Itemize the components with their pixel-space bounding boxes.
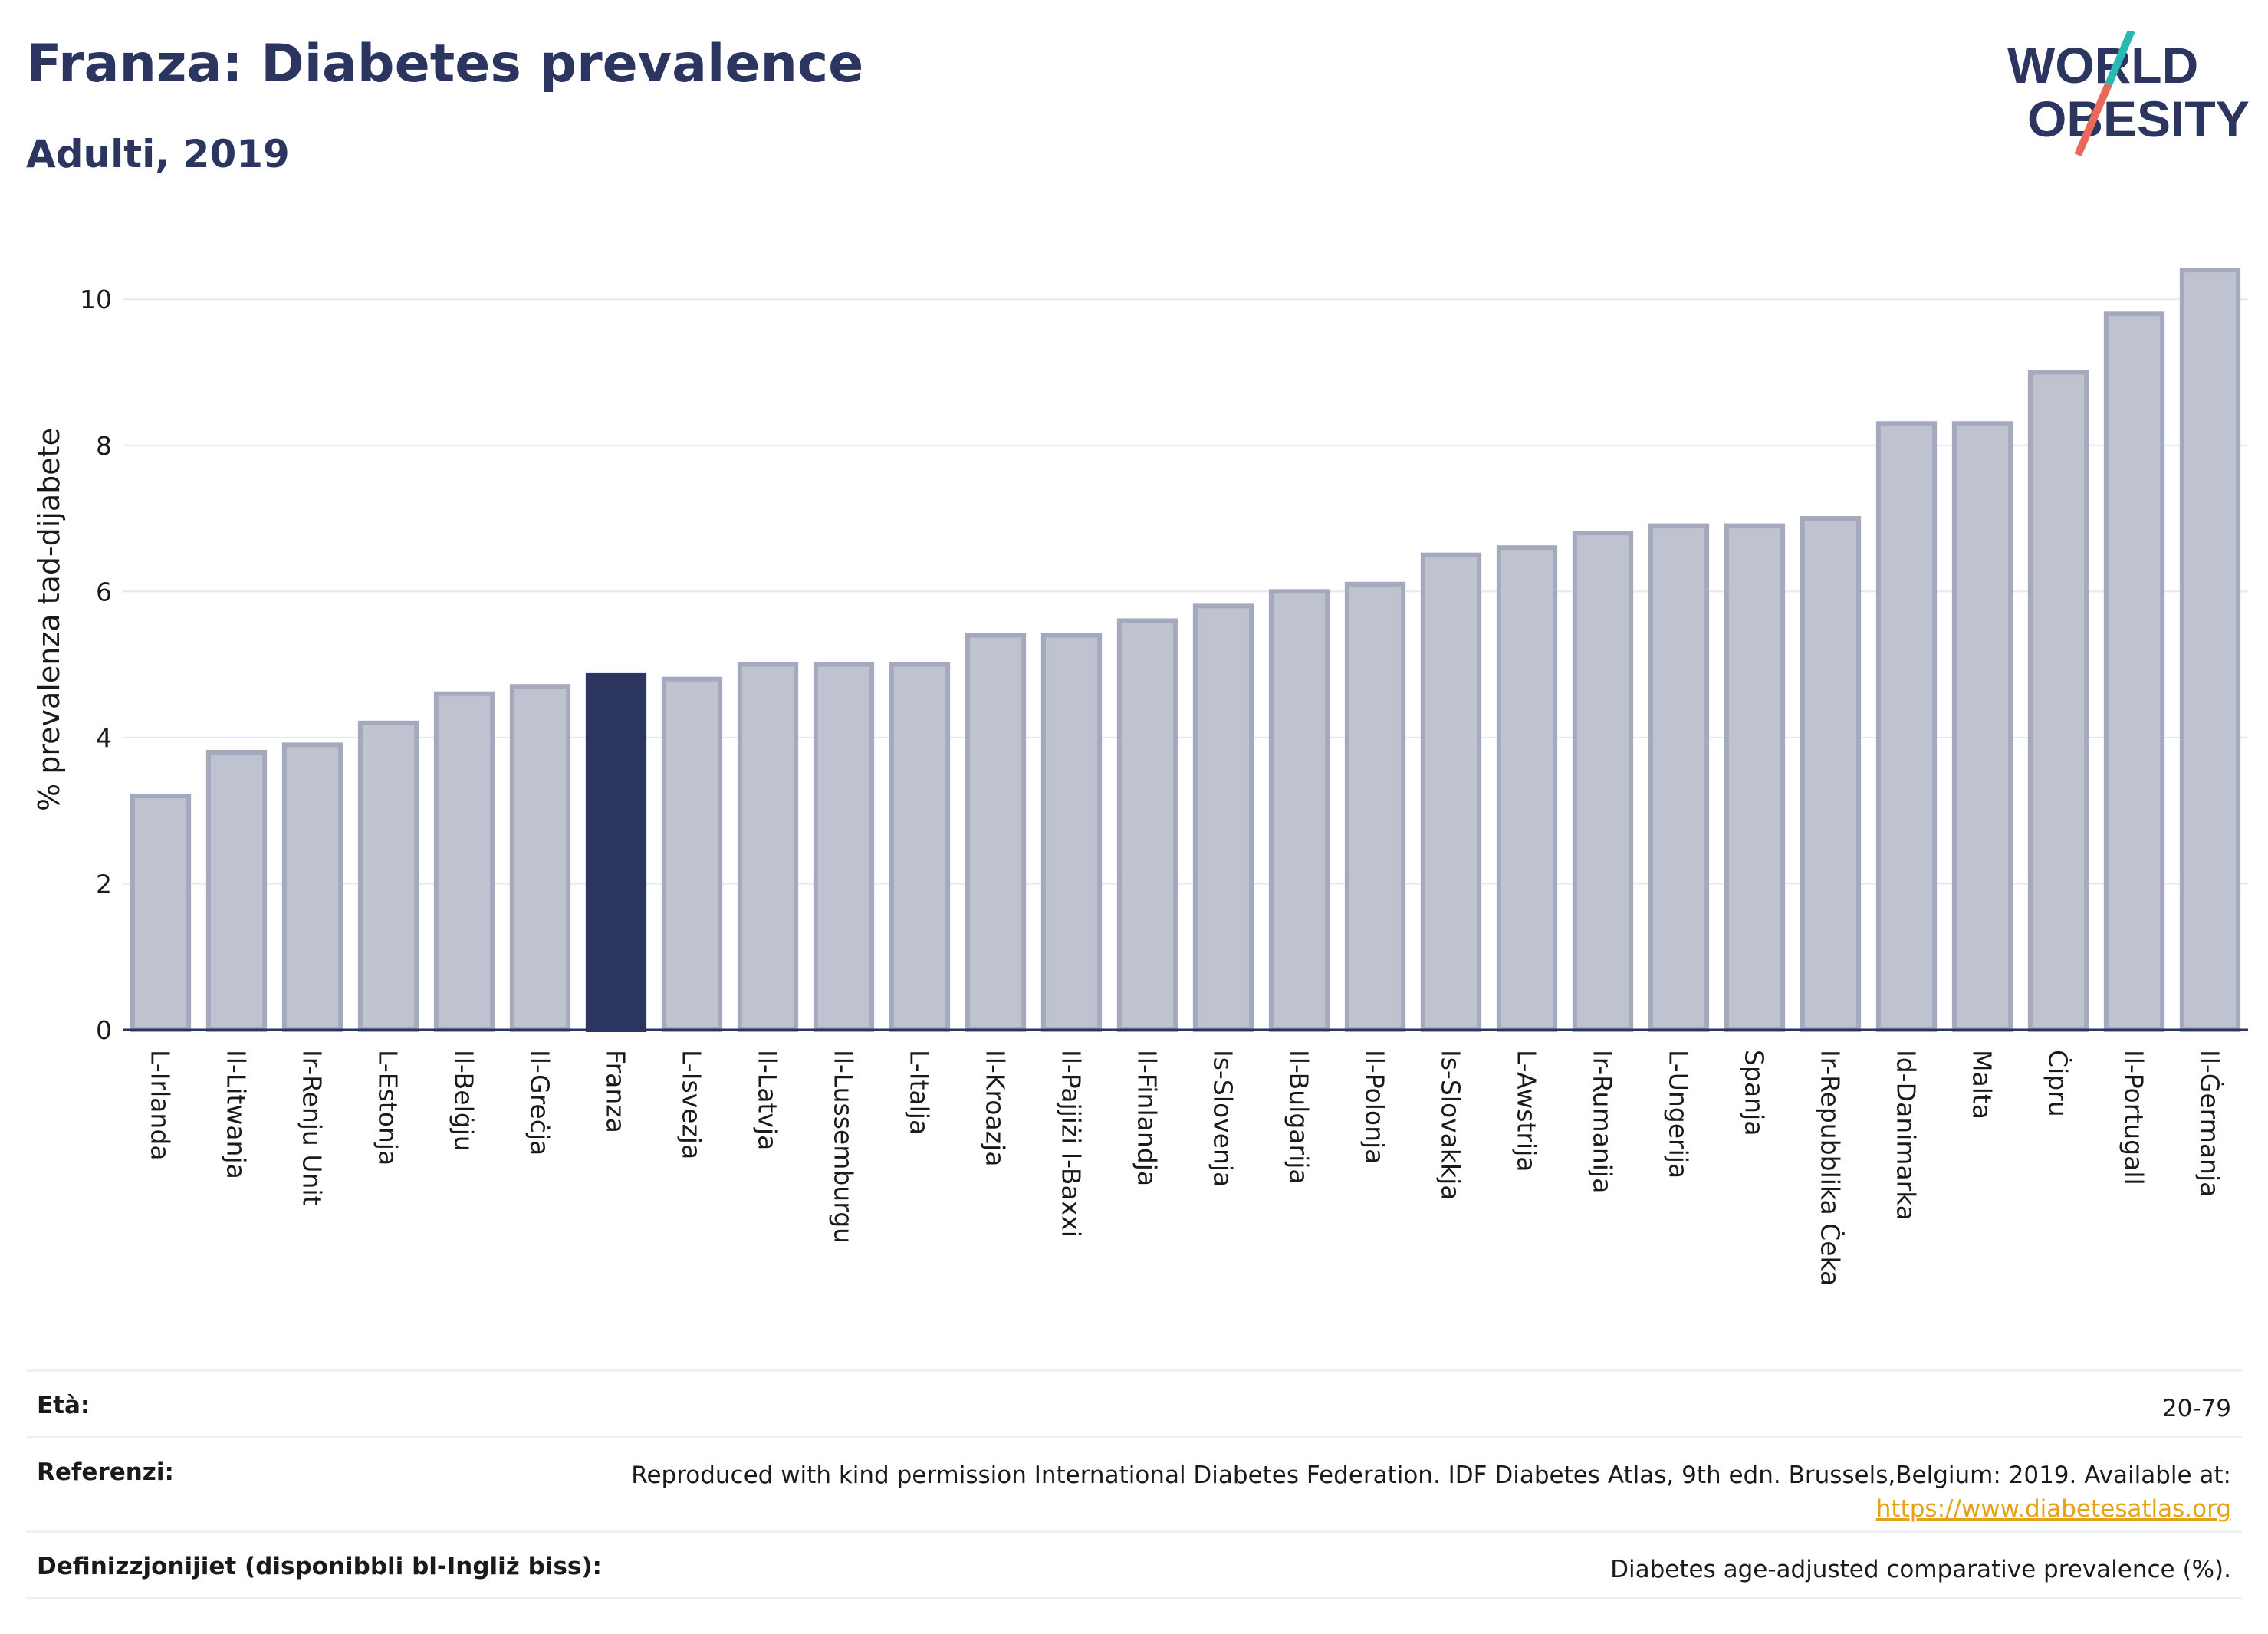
x-tick-label: L-Ungerija [1664, 1050, 1694, 1179]
x-tick-label: Franza [601, 1050, 631, 1133]
bar [1420, 552, 1482, 1032]
bar [1648, 523, 1710, 1032]
x-tick-label: Il-Portugall [2119, 1050, 2149, 1185]
bar [1800, 516, 1862, 1032]
y-tick-label: 0 [96, 1015, 112, 1045]
bar [205, 749, 268, 1032]
bar [1724, 523, 1786, 1032]
bar [737, 662, 799, 1032]
x-tick-label: Ċipru [2043, 1050, 2074, 1117]
x-tick-label: L-Isvezja [677, 1050, 707, 1159]
bar [889, 662, 951, 1032]
x-tick-label: Ir-Renju Unit [297, 1050, 327, 1206]
x-tick-label: Is-Slovenja [1208, 1050, 1238, 1187]
bar [1192, 603, 1254, 1032]
bar [2179, 268, 2241, 1033]
meta-row-definitions: Definizzjonijiet (disponibbli bl-Ingliż … [26, 1533, 2242, 1599]
x-tick-label: Il-Kroazja [981, 1050, 1011, 1166]
logo-text-world: WORLD [2007, 37, 2198, 94]
x-tick-label: Il-Lussemburgu [829, 1050, 859, 1244]
x-tick-label: Il-Ġermanja [2195, 1050, 2226, 1197]
x-tick-label: L-Irlanda [146, 1050, 176, 1161]
bar [509, 684, 571, 1032]
bar [433, 691, 495, 1032]
age-label: Età: [37, 1392, 90, 1419]
references-text: Reproduced with kind permission Internat… [631, 1461, 2231, 1489]
x-tick-label: Il-Pajjiżi l-Baxxi [1057, 1050, 1086, 1238]
x-tick-label: L-Awstrija [1512, 1050, 1542, 1172]
references-link[interactable]: https://www.diabetesatlas.org [1875, 1495, 2231, 1523]
y-tick-label: 2 [96, 869, 112, 899]
x-tick-label: Ir-Repubblika Ċeka [1816, 1050, 1846, 1286]
bar-highlighted [585, 672, 647, 1032]
references-label: Referenzi: [37, 1458, 174, 1486]
x-tick-label: Ir-Rumanija [1588, 1050, 1618, 1193]
logo-stroke-coral [2074, 83, 2112, 156]
bar [1875, 421, 1938, 1032]
x-tick-label: Id-Danimarka [1892, 1050, 1921, 1221]
bar [2103, 311, 2165, 1032]
x-tick-label: Il-Latvja [753, 1050, 783, 1150]
x-tick-label: Is-Slovakkja [1436, 1050, 1466, 1201]
x-tick-label: Il-Belġju [449, 1050, 479, 1152]
definitions-value: Diabetes age-adjusted comparative preval… [1610, 1556, 2231, 1583]
page-subtitle: Adulti, 2019 [26, 132, 290, 176]
world-obesity-logo: WORLD OBESITY [2007, 31, 2250, 156]
y-axis-ticks: 0 2 4 6 8 10 [80, 284, 112, 1045]
definitions-label: Definizzjonijiet (disponibbli bl-Ingliż … [37, 1553, 602, 1580]
y-tick-label: 6 [96, 577, 112, 607]
bar [1116, 618, 1178, 1032]
age-value: 20-79 [2161, 1395, 2231, 1422]
bar [1040, 633, 1103, 1032]
x-tick-label: Spanja [1740, 1050, 1770, 1136]
meta-row-references: Referenzi: Reproduced with kind permissi… [26, 1438, 2242, 1533]
bar [2027, 370, 2089, 1032]
x-tick-label: L-Italja [905, 1050, 935, 1135]
bar [1572, 531, 1634, 1032]
bar-chart: 0 2 4 6 8 10 L-Irlanda Il-Litwanja Ir-Renju Uni… [32, 268, 2248, 1286]
x-tick-label: Il-Finlandja [1132, 1050, 1162, 1186]
page-title: Franza: Diabetes prevalence [26, 34, 864, 94]
bar [281, 742, 343, 1033]
y-axis-title: % prevalenza tad-dijabete [32, 428, 66, 811]
bar [1268, 589, 1330, 1032]
x-tick-label: Il-Greċja [525, 1050, 555, 1156]
bar [130, 794, 192, 1032]
bar [965, 633, 1027, 1032]
bar [357, 720, 419, 1032]
x-tick-label: L-Estonja [373, 1050, 403, 1165]
x-tick-label: Il-Polonja [1360, 1050, 1390, 1164]
y-tick-label: 4 [96, 723, 112, 753]
bar [661, 676, 723, 1033]
references-value: Reproduced with kind permission Internat… [631, 1458, 2231, 1526]
bar [813, 662, 875, 1032]
logo-stroke-teal [2105, 31, 2135, 86]
metadata-table: Età: 20-79 Referenzi: Reproduced with ki… [26, 1369, 2242, 1602]
meta-row-age: Età: 20-79 [26, 1372, 2242, 1438]
bar [1344, 581, 1406, 1032]
x-axis-ticks: L-Irlanda Il-Litwanja Ir-Renju Unit L-Eston… [146, 1050, 2226, 1286]
logo-text-obesity: OBESITY [2027, 90, 2250, 147]
x-tick-label: Il-Litwanja [222, 1050, 251, 1179]
bar [1496, 545, 1558, 1032]
y-tick-label: 8 [96, 431, 112, 461]
x-tick-label: Il-Bulgarija [1284, 1050, 1314, 1185]
bar [1951, 421, 2013, 1032]
y-tick-label: 10 [80, 284, 112, 314]
bars-group [130, 268, 2241, 1033]
x-tick-label: Malta [1967, 1050, 1997, 1119]
